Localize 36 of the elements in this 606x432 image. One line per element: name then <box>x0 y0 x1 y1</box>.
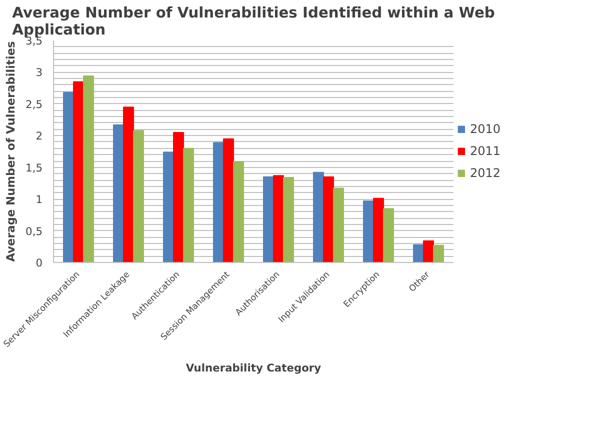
legend-label: 2010 <box>470 122 501 136</box>
y-tick-label: 0,5 <box>26 224 43 238</box>
bar <box>413 244 424 262</box>
bar <box>283 177 294 262</box>
y-tick-label: 1 <box>36 193 42 206</box>
bar <box>263 176 274 262</box>
bar <box>273 175 284 262</box>
bar <box>373 198 384 262</box>
bar <box>233 161 244 262</box>
bar <box>223 138 234 262</box>
bar <box>363 200 374 262</box>
bar <box>83 76 94 262</box>
y-tick-label: 0 <box>36 256 43 270</box>
y-axis-title: Average Number of Vulnerabilities <box>4 40 18 262</box>
y-tick-label: 2,5 <box>26 98 43 111</box>
bar <box>163 152 174 262</box>
legend-label: 2012 <box>470 166 501 180</box>
y-tick-label: 1,5 <box>26 161 43 174</box>
bar <box>173 132 184 262</box>
bar <box>133 130 144 262</box>
bar <box>313 172 324 262</box>
bar <box>73 81 84 262</box>
bar <box>383 208 394 262</box>
x-axis-title: Vulnerability Category <box>186 361 322 374</box>
bar <box>333 188 344 262</box>
bar <box>183 148 194 262</box>
bar <box>63 92 74 262</box>
legend-label: 2011 <box>470 144 501 158</box>
bar <box>323 176 334 262</box>
bar <box>123 106 134 262</box>
y-tick-label: 2 <box>36 130 42 143</box>
bar <box>213 142 224 262</box>
y-tick-label: 3 <box>36 66 42 80</box>
bar <box>433 244 444 262</box>
bar <box>423 240 434 262</box>
bar <box>113 124 124 262</box>
